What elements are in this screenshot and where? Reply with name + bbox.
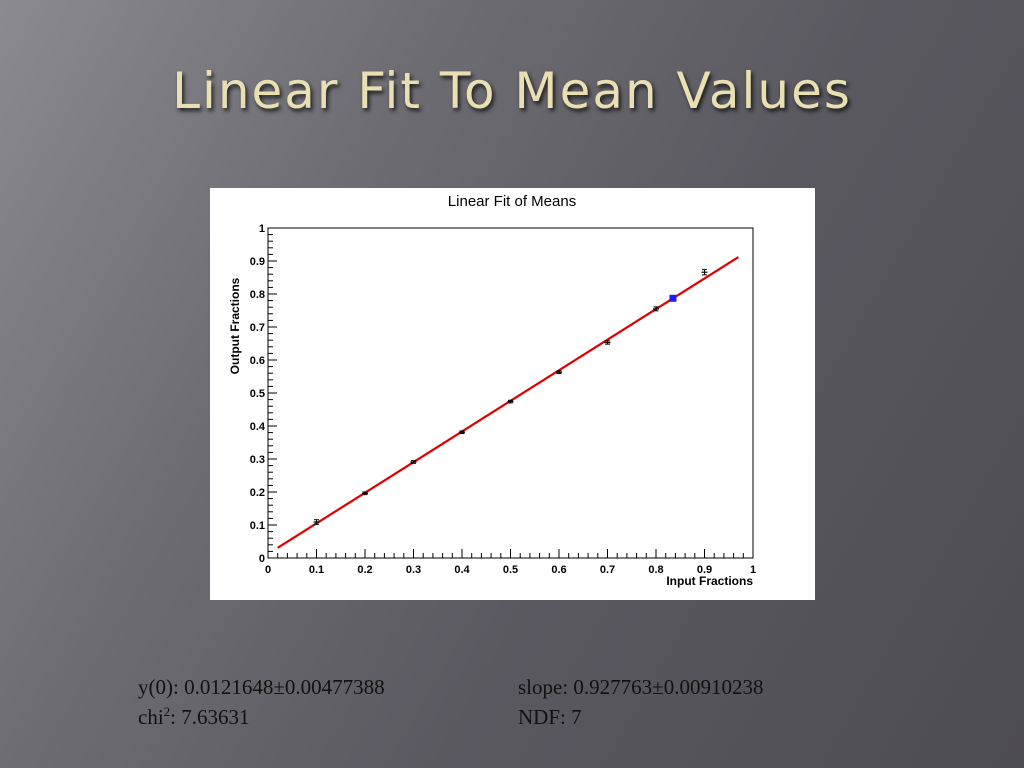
x-tick-label: 0.6 [551,564,566,576]
data-point [701,269,708,276]
x-tick-label: 0.1 [309,564,324,576]
y-tick-label: 0 [259,553,265,565]
slide-title: Linear Fit To Mean Values [172,62,852,120]
y-tick-label: 0.2 [250,487,265,499]
chart-svg: Linear Fit of Means Output Fractions Inp… [228,193,756,588]
y-tick-label: 0.5 [250,388,265,400]
slope-label: slope: [518,675,574,699]
x-tick-label: 0.3 [406,564,421,576]
y0-result: y(0): 0.0121648±0.00477388 [138,672,518,702]
data-point [556,370,562,375]
y-tick-label: 0.6 [250,355,265,367]
y-tick-label: 0.9 [250,256,265,268]
ndf-result: NDF: 7 [518,702,898,732]
y-tick-label: 0.8 [250,289,265,301]
y-tick-label: 0.1 [250,520,265,532]
data-point [507,399,514,404]
fit-row-1: y(0): 0.0121648±0.00477388 slope: 0.9277… [138,672,898,702]
x-tick-label: 0.8 [648,564,663,576]
y-tick-label: 0.7 [250,322,265,334]
data-point [410,460,417,464]
data-point [362,491,368,496]
chi2-result: chi2: 7.63631 [138,702,518,732]
highlight-point [669,294,677,302]
y-tick-label: 0.3 [250,454,265,466]
chi-value: : 7.63631 [170,705,250,729]
x-tick-label: 0.9 [697,564,712,576]
data-point [604,340,611,345]
x-tick-label: 1 [750,564,756,576]
x-tick-label: 0.7 [600,564,615,576]
plot-canvas: Linear Fit of Means Output Fractions Inp… [210,188,815,600]
x-tick-label: 0.4 [454,564,470,576]
chi-superscript: 2 [163,704,171,719]
fit-row-2: chi2: 7.63631 NDF: 7 [138,702,898,732]
y0-label: y(0): [138,675,185,699]
fit-results: y(0): 0.0121648±0.00477388 slope: 0.9277… [138,672,898,732]
y-tick-label: 1 [259,223,265,235]
x-tick-label: 0.2 [357,564,372,576]
ndf-value: 7 [571,705,582,729]
y-tick-label: 0.4 [250,421,266,433]
chi-label: chi [138,705,164,729]
slope-value: 0.927763±0.00910238 [573,675,764,699]
x-tick-label: 0.5 [503,564,518,576]
slope-result: slope: 0.927763±0.00910238 [518,672,898,702]
chart-title: Linear Fit of Means [448,193,576,210]
data-point [459,430,465,435]
x-axis-label: Input Fractions [666,574,753,588]
data-point [653,306,659,312]
data-layer [277,256,740,549]
y-axis-label: Output Fractions [228,277,242,374]
y0-value: 0.0121648±0.00477388 [184,675,385,699]
ticks-layer: 0 0.1 0.2 0.3 0.4 0.5 0.6 0.7 0.8 0.9 1 0 0.1 0.2 0.3 0… [250,223,756,576]
ndf-label: NDF: [518,705,572,729]
data-point [313,519,320,525]
x-tick-label: 0 [265,564,271,576]
